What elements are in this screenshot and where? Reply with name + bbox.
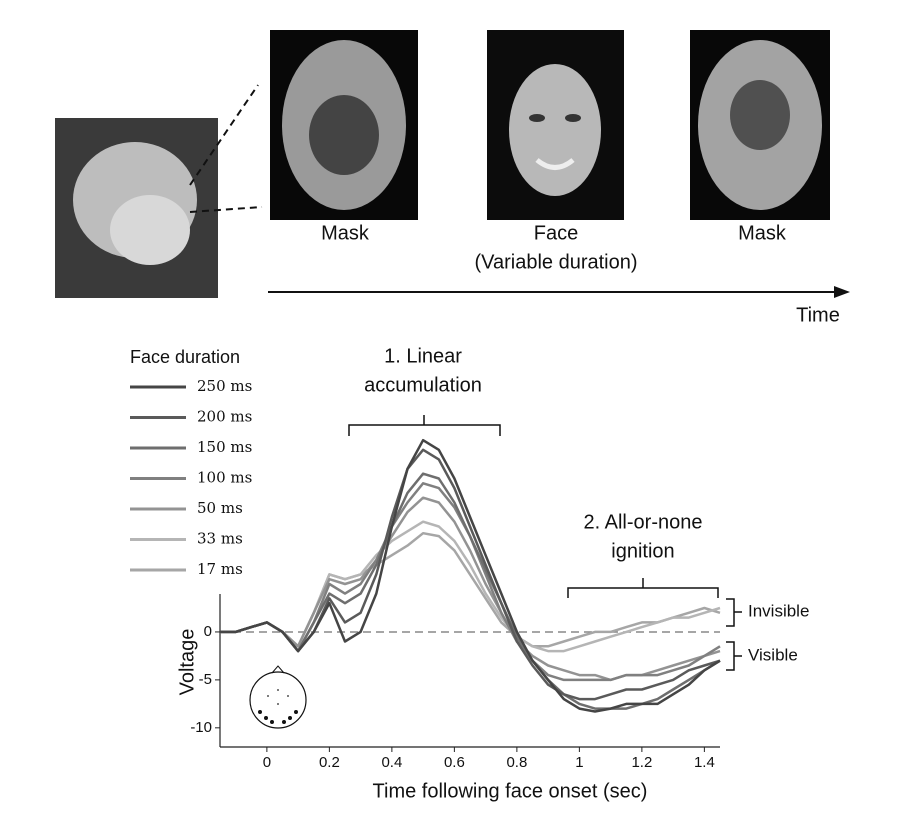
legend-label: 33 ms xyxy=(197,530,243,548)
x-tick-label: 0.6 xyxy=(444,754,465,771)
legend-title: Face duration xyxy=(130,347,240,367)
stimulus-label: Face xyxy=(534,222,578,244)
mask-image xyxy=(690,30,830,220)
x-tick-label: 0.8 xyxy=(506,754,527,771)
legend-label: 250 ms xyxy=(197,377,252,395)
series-line xyxy=(220,472,721,710)
legend-label: 17 ms xyxy=(197,560,243,578)
x-tick-label: 0.2 xyxy=(319,754,340,771)
x-tick-label: 0.4 xyxy=(381,754,402,771)
y-tick-label: -10 xyxy=(190,719,212,736)
y-axis-label: Voltage xyxy=(176,629,198,696)
annotation: Visible xyxy=(748,645,798,664)
annotation: Invisible xyxy=(748,601,809,620)
face-image xyxy=(487,30,624,220)
legend-label: 150 ms xyxy=(197,438,252,456)
legend-label: 50 ms xyxy=(197,499,243,517)
legend-label: 100 ms xyxy=(197,469,252,487)
annotation: 2. All-or-none xyxy=(584,511,703,533)
stimulus-label: Mask xyxy=(321,222,370,244)
mask-image xyxy=(270,30,418,220)
head-icon xyxy=(249,665,307,729)
baby-photo xyxy=(55,118,218,298)
x-tick-label: 1 xyxy=(575,754,583,771)
legend-label: 200 ms xyxy=(197,408,252,426)
stimulus-label: (Variable duration) xyxy=(474,251,637,273)
x-tick-label: 1.2 xyxy=(631,754,652,771)
annotation: 1. Linear xyxy=(384,345,462,367)
series-line xyxy=(220,438,721,713)
x-axis-label: Time following face onset (sec) xyxy=(373,780,648,802)
x-tick-label: 0 xyxy=(263,754,271,771)
time-label: Time xyxy=(796,304,840,326)
y-tick-label: 0 xyxy=(204,623,212,640)
stimulus-label: Mask xyxy=(738,222,787,244)
y-tick-label: -5 xyxy=(199,671,212,688)
x-tick-label: 1.4 xyxy=(694,754,715,771)
annotation: ignition xyxy=(611,540,674,562)
annotation: accumulation xyxy=(364,374,482,396)
